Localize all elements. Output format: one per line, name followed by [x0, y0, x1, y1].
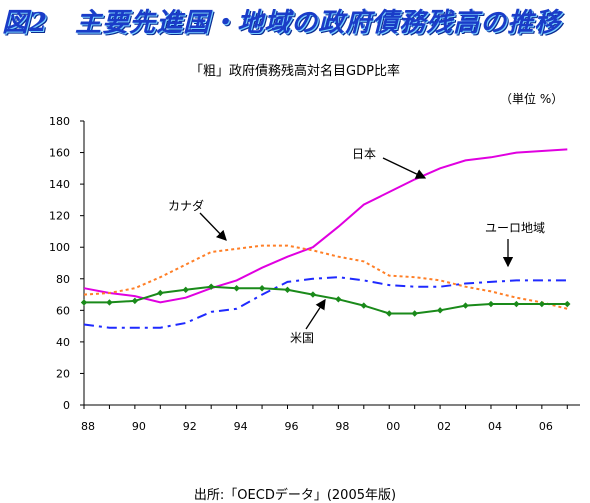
y-tick-label: 80: [56, 273, 70, 286]
y-tick-label: 0: [63, 399, 70, 412]
series-line: [83, 148, 568, 304]
series-marker: [436, 307, 444, 314]
x-tick-label: 02: [437, 420, 451, 433]
y-tick-label: 180: [49, 115, 70, 128]
series-marker: [513, 300, 520, 308]
series-marker: [131, 297, 139, 305]
series-layer: [80, 148, 571, 329]
annotation-arrow: [382, 157, 427, 179]
x-tick-label: 90: [132, 420, 146, 433]
y-tick-label: 60: [56, 304, 70, 317]
figure-title: 図2 主要先進国・地域の政府債務残高の推移: [2, 8, 562, 38]
x-tick-label: 92: [183, 420, 197, 433]
y-tick-label: 20: [56, 367, 70, 380]
series-marker: [309, 291, 317, 298]
series-marker: [360, 302, 367, 309]
y-tick-label: 40: [56, 336, 70, 349]
y-tick-label: 160: [49, 147, 70, 160]
series-marker: [487, 300, 495, 308]
series-marker: [157, 289, 164, 297]
unit-label: （単位 %）: [500, 92, 564, 106]
chart-title: 「粗」政府債務残高対名目GDP比率: [190, 64, 400, 79]
series-marker: [335, 296, 342, 303]
x-tick-label: 94: [234, 420, 248, 433]
annotation-label: ユーロ地域: [485, 221, 545, 235]
source-note: 出所:「OECDデータ」(2005年版): [193, 488, 397, 503]
x-tick-label: 98: [335, 420, 349, 433]
annotation-label: 米国: [290, 331, 314, 345]
y-tick-label: 100: [49, 241, 70, 254]
annotation-label: 日本: [352, 147, 376, 161]
y-tick-label: 120: [49, 210, 70, 223]
series-marker: [207, 283, 215, 290]
series-marker: [284, 286, 291, 294]
annotation-arrow: [305, 298, 326, 330]
series-line: [83, 244, 568, 310]
x-tick-label: 88: [81, 420, 95, 433]
chart-axes: 0 20 40 60 80 100 120 140 160 180 88 90 92 94 96 98 00 02…: [49, 115, 580, 433]
series-marker: [182, 286, 189, 294]
series-marker: [564, 300, 571, 308]
series-line: [84, 285, 568, 315]
y-tick-label: 140: [49, 178, 70, 191]
annotation-label: カナダ: [168, 198, 204, 213]
series-marker: [233, 285, 240, 292]
series-marker: [411, 310, 418, 317]
x-tick-label: 06: [539, 420, 553, 433]
annotation-arrow: [199, 212, 227, 241]
x-tick-label: 04: [488, 420, 502, 433]
series-marker: [80, 299, 88, 306]
x-tick-label: 96: [284, 420, 298, 433]
series-marker: [258, 285, 266, 292]
series-marker: [106, 299, 113, 306]
x-tick-label: 00: [386, 420, 400, 433]
series-marker: [462, 302, 469, 309]
series-marker: [538, 300, 546, 308]
series-marker: [386, 310, 393, 317]
